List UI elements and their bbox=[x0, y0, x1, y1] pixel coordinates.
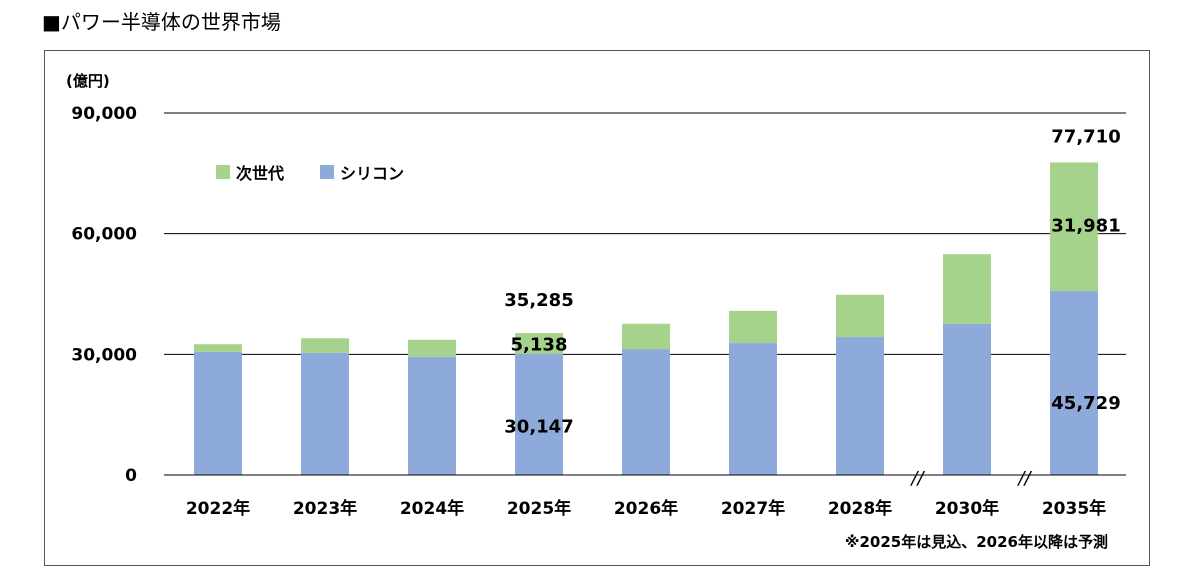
bar-next-gen bbox=[515, 333, 563, 354]
chart-legend: 次世代 シリコン bbox=[216, 160, 404, 184]
axis-break-mark: // bbox=[1016, 468, 1032, 489]
data-label-silicon: 30,147 bbox=[504, 416, 573, 437]
legend-swatch-silicon bbox=[320, 165, 335, 179]
bar-next-gen bbox=[836, 294, 884, 338]
bar-silicon bbox=[408, 356, 456, 475]
x-tick-label: 2025年 bbox=[507, 498, 571, 519]
chart-frame bbox=[44, 50, 1150, 566]
bar-next-gen bbox=[301, 338, 349, 353]
x-tick-label: 2027年 bbox=[721, 498, 785, 519]
legend-item-next-gen: 次世代 bbox=[216, 160, 284, 184]
legend-label-silicon: シリコン bbox=[340, 164, 405, 183]
data-label-next-gen: 31,981 bbox=[1051, 215, 1120, 236]
data-label-total: 77,710 bbox=[1051, 126, 1120, 147]
legend-swatch-next-gen bbox=[216, 165, 230, 179]
legend-label-next-gen: 次世代 bbox=[236, 164, 285, 183]
bar-next-gen bbox=[1050, 162, 1098, 292]
bar-silicon bbox=[515, 353, 563, 475]
y-tick-label: 90,000 bbox=[71, 104, 137, 124]
bar-next-gen bbox=[622, 323, 670, 350]
x-tick-label: 2024年 bbox=[400, 498, 464, 519]
legend-item-silicon: シリコン bbox=[320, 160, 404, 184]
x-tick-label: 2022年 bbox=[186, 498, 250, 519]
bar-silicon bbox=[1050, 291, 1098, 475]
bar-silicon bbox=[943, 323, 991, 475]
bar-silicon bbox=[301, 352, 349, 475]
x-tick-label: 2023年 bbox=[293, 498, 357, 519]
x-tick-label: 2030年 bbox=[935, 498, 999, 519]
bar-next-gen bbox=[408, 339, 456, 357]
y-tick-label: 60,000 bbox=[71, 225, 137, 245]
data-label-next-gen: 5,138 bbox=[511, 335, 568, 356]
x-tick-label: 2028年 bbox=[828, 498, 892, 519]
x-tick-label: 2026年 bbox=[614, 498, 678, 519]
data-label-total: 35,285 bbox=[504, 290, 573, 311]
y-tick-label: 30,000 bbox=[71, 345, 137, 365]
y-tick-label: 0 bbox=[125, 466, 137, 486]
bar-next-gen bbox=[194, 344, 242, 352]
y-axis-unit-label: (億円) bbox=[66, 72, 110, 90]
data-label-silicon: 45,729 bbox=[1051, 393, 1120, 414]
bar-silicon bbox=[729, 343, 777, 475]
forecast-footnote: ※2025年は見込、2026年以降は予測 bbox=[844, 533, 1108, 551]
x-tick-label: 2035年 bbox=[1042, 498, 1106, 519]
bar-next-gen bbox=[729, 310, 777, 344]
bar-next-gen bbox=[943, 254, 991, 324]
bar-silicon bbox=[836, 337, 884, 475]
bar-silicon bbox=[622, 349, 670, 475]
axis-break-mark: // bbox=[909, 468, 925, 489]
bar-silicon bbox=[194, 351, 242, 475]
page-title: ■パワー半導体の世界市場 bbox=[42, 10, 281, 34]
